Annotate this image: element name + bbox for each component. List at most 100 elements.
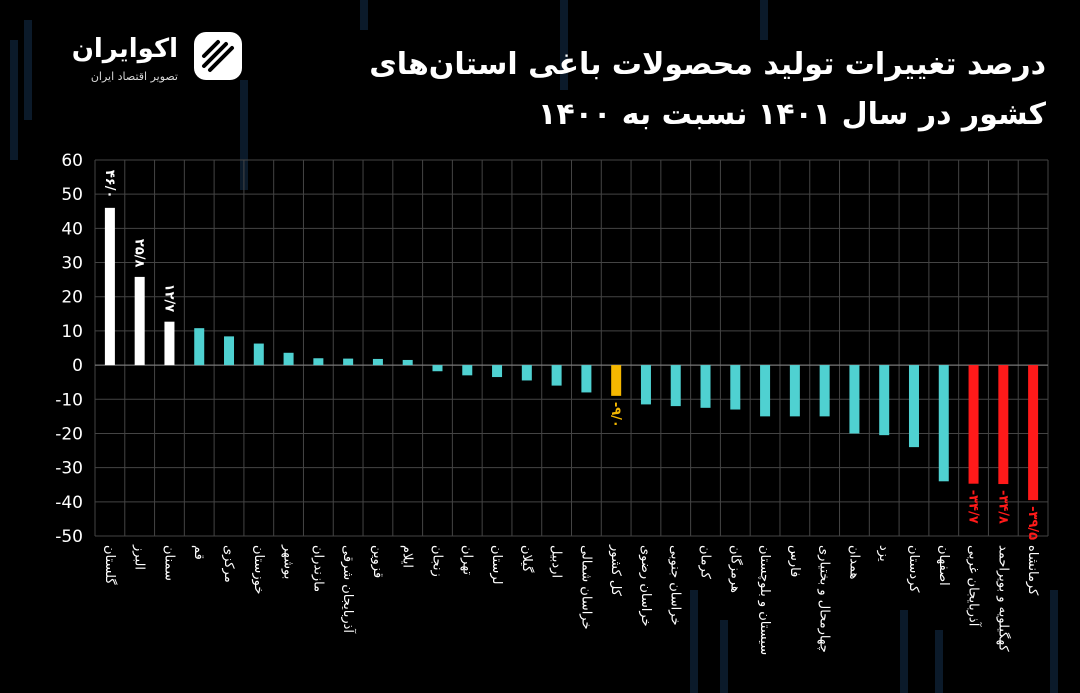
decoration-bar: [560, 0, 568, 90]
y-tick-label: -30: [55, 459, 83, 479]
category-label: خوزستان: [251, 545, 266, 594]
data-label: ۲۵/۸: [132, 239, 147, 268]
y-tick-label: 10: [61, 322, 83, 342]
category-label: کرمانشاه: [1025, 545, 1040, 596]
category-label: آذربایجان غربی: [966, 545, 983, 628]
decoration-bar: [690, 590, 698, 693]
category-label: بوشهر: [281, 544, 296, 579]
logo: اکوایران تصویر اقتصاد ایران: [40, 28, 290, 98]
bar: [789, 365, 800, 417]
bar: [372, 358, 383, 366]
grid: [94, 159, 1049, 537]
category-label: گیلان: [519, 545, 535, 573]
category-label: تهران: [459, 545, 474, 575]
category-label: خراسان شمالی: [578, 545, 593, 630]
bar: [998, 365, 1009, 485]
logo-name: اکوایران: [71, 34, 178, 64]
category-label: سمنان: [161, 545, 176, 581]
bar: [134, 276, 145, 366]
category-label: کهگیلویه و بویراحمد: [995, 545, 1011, 652]
category-label: فارس: [787, 545, 802, 577]
category-label: آذربایجان شرقی: [340, 545, 357, 634]
category-label: چهارمحال و بختیاری: [817, 545, 832, 653]
bar: [224, 336, 235, 366]
bar: [849, 365, 860, 434]
bar: [402, 359, 413, 366]
ekoiran-logo-icon: [194, 32, 242, 80]
category-label: یزد: [876, 545, 891, 562]
category-label: اصفهان: [936, 545, 951, 586]
category-label: البرز: [132, 544, 147, 570]
bar: [253, 343, 264, 366]
bar: [432, 365, 443, 372]
category-label: سیستان و بلوچستان: [757, 545, 772, 655]
bar: [551, 365, 562, 386]
labels: 60 50 40 30 20 10 0 -10 -20 -30 -40 -50 گلستان ۴۶/۰ ال…: [55, 151, 1040, 655]
bar: [194, 328, 205, 366]
bar: [760, 365, 771, 417]
category-label: خراسان رضوی: [638, 545, 653, 627]
bar: [164, 321, 175, 366]
y-tick-label: 40: [61, 219, 83, 239]
category-label: ایلام: [400, 545, 415, 568]
bar: [343, 358, 354, 366]
category-label: گلستان: [102, 545, 118, 585]
bar: [521, 365, 532, 381]
bar: [819, 365, 830, 417]
category-label: کل کشور: [608, 544, 623, 597]
bar: [700, 365, 711, 408]
decoration-bar: [240, 80, 248, 190]
y-tick-label: 50: [61, 185, 83, 205]
category-label: خراسان جنوبی: [668, 545, 683, 625]
category-label: لرستان: [489, 545, 504, 584]
category-label: هرمزگان: [727, 545, 743, 593]
category-label: قم: [191, 545, 206, 560]
bar: [730, 365, 741, 410]
category-label: زنجان: [429, 545, 444, 577]
bar: [640, 365, 651, 405]
y-tick-label: -20: [55, 424, 83, 444]
decoration-bar: [935, 630, 943, 693]
bar: [968, 365, 979, 484]
bars: [104, 207, 1039, 501]
y-tick-label: -10: [55, 390, 83, 410]
decoration-bar: [760, 0, 768, 40]
category-label: مرکزی: [221, 545, 236, 583]
bar: [492, 365, 503, 378]
category-label: قزوین: [370, 545, 385, 578]
bar: [581, 365, 592, 393]
decoration-bar: [24, 20, 32, 120]
category-label: همدان: [846, 545, 861, 579]
category-label: کرمان: [698, 545, 713, 580]
bar: [670, 365, 681, 407]
category-label: اردبیل: [549, 545, 564, 578]
category-label: مازندران: [310, 545, 325, 592]
bar: [1028, 365, 1039, 501]
y-tick-label: 30: [61, 254, 83, 274]
y-tick-label: 0: [72, 356, 83, 376]
data-label: -۹/۰: [608, 402, 623, 428]
category-label: کردستان: [906, 545, 921, 593]
y-tick-label: 60: [61, 151, 83, 171]
chart-title: درصد تغییرات تولید محصولات باغی استان‌ها…: [369, 47, 1046, 132]
data-label: ۱۲/۷: [161, 284, 176, 313]
bar: [313, 358, 324, 366]
bar: [104, 207, 115, 366]
data-label: -۳۴/۸: [995, 490, 1010, 524]
decoration-bar: [1050, 590, 1058, 693]
decoration-bar: [360, 0, 368, 30]
bar: [611, 365, 622, 396]
bar: [908, 365, 919, 448]
data-label: ۴۶/۰: [102, 170, 117, 199]
decoration-bar: [720, 620, 728, 693]
data-label: -۳۹/۵: [1025, 506, 1040, 540]
data-label: -۳۴/۷: [966, 490, 981, 524]
bar: [462, 365, 473, 376]
decoration-bar: [10, 40, 18, 160]
logo-tagline: تصویر اقتصاد ایران: [90, 70, 178, 83]
y-tick-label: -40: [55, 493, 83, 513]
y-tick-label: -50: [55, 527, 83, 547]
bar: [938, 365, 949, 482]
